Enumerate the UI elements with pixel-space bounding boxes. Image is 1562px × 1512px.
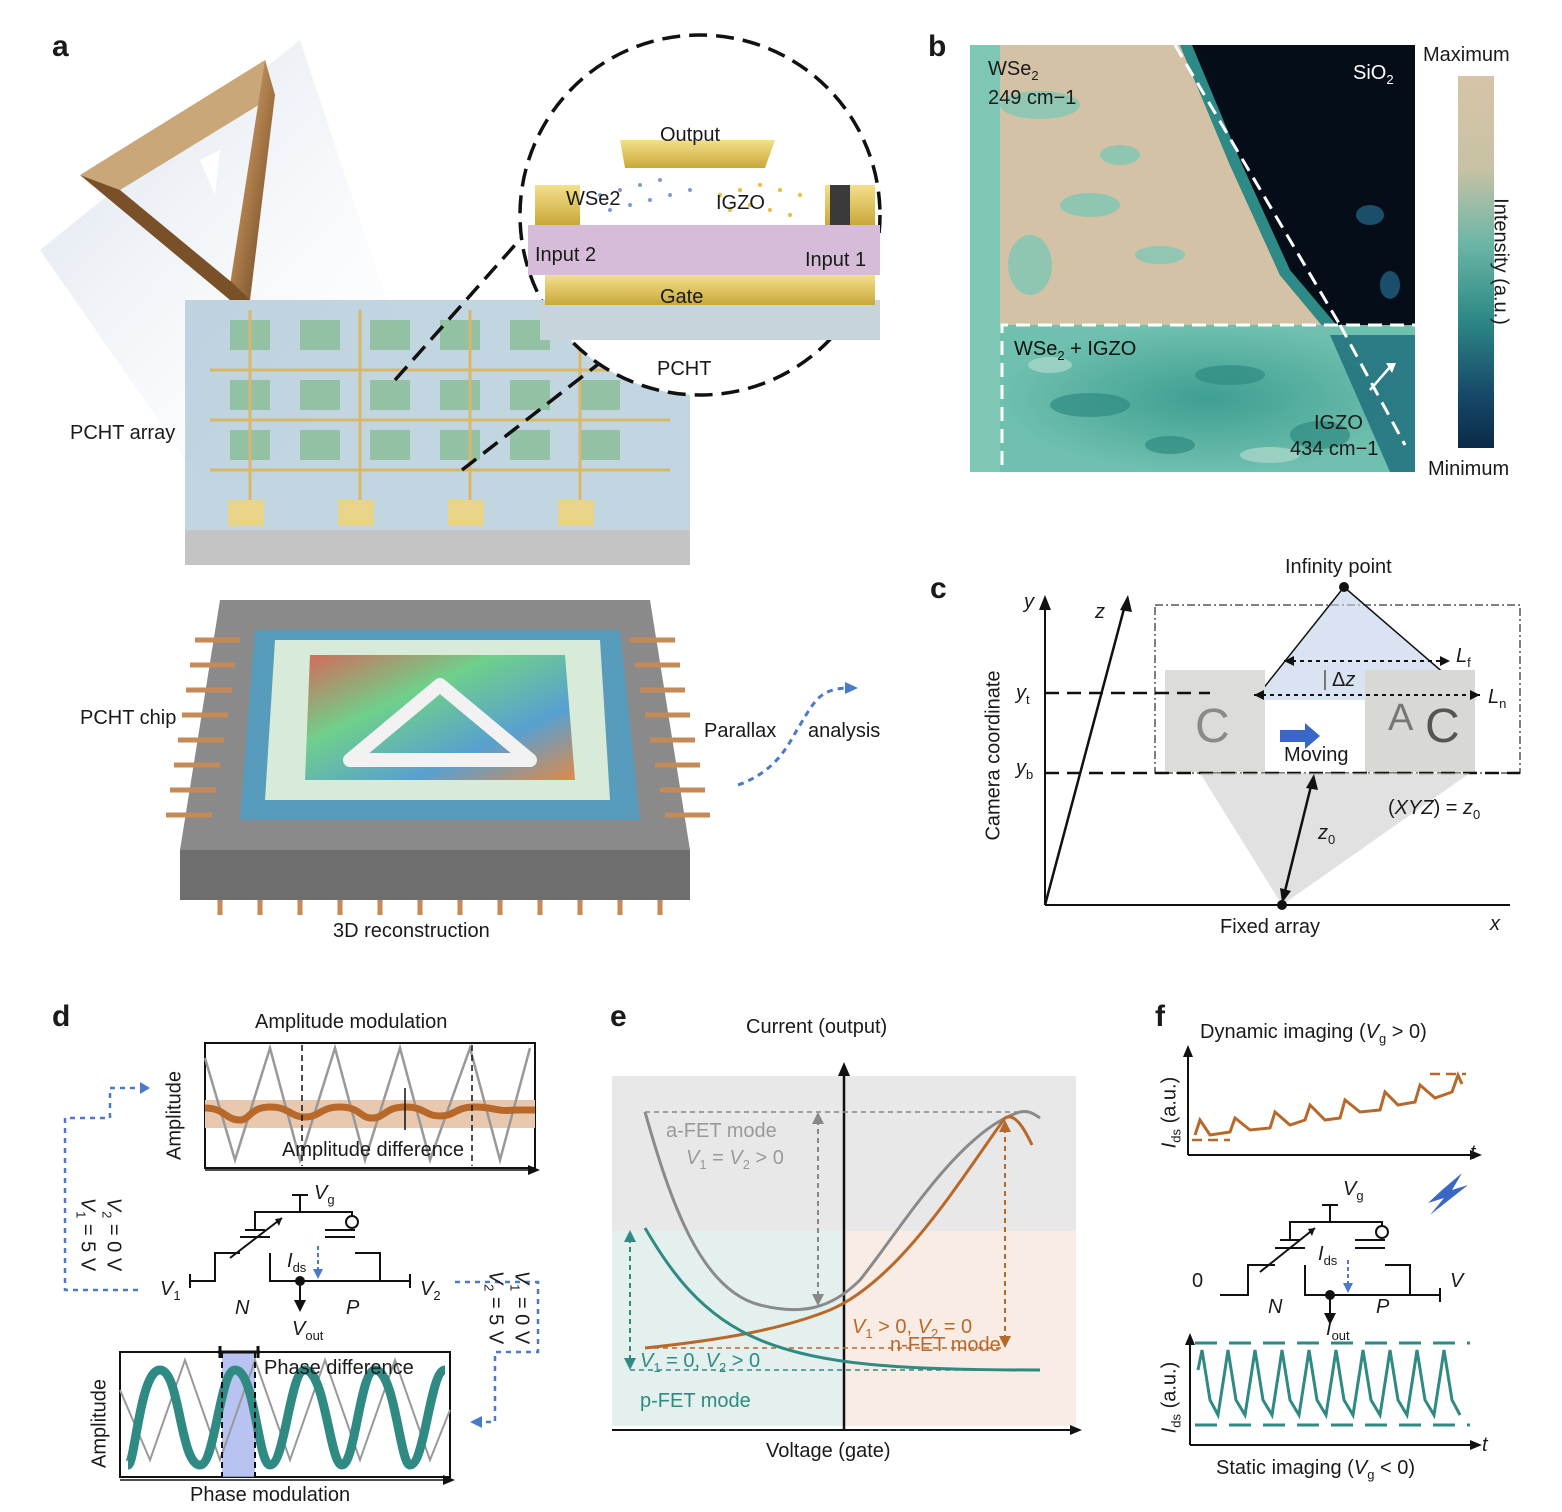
label-output: Output	[660, 124, 721, 146]
label-vout: Vout	[292, 1318, 324, 1343]
parallax-arrow	[737, 686, 846, 787]
label-amplitude-axis: Amplitude	[163, 1071, 186, 1160]
label-pcht: PCHT	[657, 358, 712, 380]
label-v1-0v: V1 = 0 V	[507, 1270, 533, 1345]
raman-map	[970, 45, 1415, 472]
label-v1-d: V1	[160, 1278, 181, 1303]
label-p-f: P	[1376, 1296, 1390, 1318]
label-pfet-condition: V1 = 0, V2 > 0	[640, 1350, 761, 1375]
svg-text:A: A	[1388, 697, 1414, 739]
colorbar-min-label: Minimum	[1428, 458, 1510, 480]
label-pfet-mode: p-FET mode	[640, 1390, 751, 1412]
colorbar	[1458, 76, 1494, 448]
panel-a-illustration	[40, 33, 882, 915]
panel-d-letter: d	[52, 1000, 71, 1033]
panel-c-letter: c	[930, 572, 947, 605]
label-v2-5v: V2 = 5 V	[481, 1270, 507, 1345]
label-dynamic-imaging: Dynamic imaging (Vg > 0)	[1200, 1021, 1427, 1046]
colorbar-title: Intensity (a.u.)	[1489, 198, 1512, 325]
label-zero-f: 0	[1192, 1270, 1204, 1292]
label-amplitude-difference: Amplitude difference	[282, 1139, 464, 1161]
label-v2-d: V2	[420, 1278, 441, 1303]
label-amplitude-modulation: Amplitude modulation	[255, 1011, 448, 1033]
label-analysis: analysis	[808, 720, 881, 742]
pcht-array	[185, 300, 690, 565]
label-phase-difference: Phase difference	[264, 1357, 414, 1379]
panel-d-plots	[63, 1042, 540, 1485]
label-wse2-igzo: WSe2 + IGZO	[1014, 338, 1137, 363]
label-z-axis: z	[1095, 601, 1105, 623]
label-y-axis: y	[1024, 591, 1034, 613]
label-x-axis: x	[1490, 913, 1500, 935]
label-infinity-point: Infinity point	[1285, 556, 1392, 578]
label-ln: Ln	[1488, 686, 1507, 711]
label-v1-5v: V1 = 5 V	[73, 1197, 99, 1272]
label-z0: z0	[1318, 822, 1336, 847]
label-iout: Iout	[1326, 1318, 1350, 1343]
impossible-triangle-icon	[80, 60, 275, 300]
label-igzo-b: IGZO	[1314, 412, 1363, 434]
label-t-bottom: t	[1482, 1434, 1488, 1456]
label-n-f: N	[1268, 1296, 1283, 1318]
svg-text:C: C	[1425, 700, 1460, 753]
label-phase-modulation: Phase modulation	[190, 1484, 351, 1506]
label-yb: yb	[1016, 757, 1034, 782]
label-parallax: Parallax	[704, 720, 777, 742]
label-pcht-array: PCHT array	[70, 422, 176, 444]
label-wse2-a: WSe2	[566, 188, 621, 210]
panel-b-letter: b	[928, 30, 947, 63]
label-lf: Lf	[1456, 645, 1471, 670]
label-xyz: (XYZ) = z0	[1388, 797, 1481, 822]
label-nfet-mode: n-FET mode	[890, 1334, 1001, 1356]
svg-text:C: C	[1195, 700, 1230, 753]
label-vg-d: Vg	[314, 1182, 335, 1207]
label-wse2-b: WSe2 249 cm−1	[988, 58, 1077, 109]
panel-e-plot	[612, 1062, 1082, 1435]
label-afet-mode: a-FET mode	[666, 1120, 777, 1142]
label-static-imaging: Static imaging (Vg < 0)	[1216, 1457, 1415, 1482]
label-voltage-gate: Voltage (gate)	[766, 1440, 891, 1462]
panel-f-plots	[1183, 1045, 1482, 1450]
label-ids-f: Ids	[1318, 1243, 1338, 1268]
label-p-d: P	[346, 1297, 360, 1319]
pcht-zoom-circle	[518, 33, 882, 397]
label-amplitude-axis-2: Amplitude	[88, 1379, 111, 1468]
label-t-top: t	[1470, 1142, 1476, 1164]
label-delta-z: Δz	[1332, 669, 1356, 691]
label-camera-coordinate: Camera coordinate	[982, 670, 1005, 841]
label-yt: yt	[1016, 682, 1030, 707]
label-current-output: Current (output)	[746, 1016, 888, 1038]
label-gate: Gate	[660, 286, 704, 308]
label-ids-axis-f-bottom: Ids (a.u.)	[1158, 1361, 1184, 1434]
panel-e-letter: e	[610, 1000, 627, 1033]
label-igzo-wavenumber: 434 cm−1	[1290, 438, 1379, 460]
label-fixed-array: Fixed array	[1220, 916, 1321, 938]
label-pcht-chip: PCHT chip	[80, 707, 177, 729]
label-input1: Input 1	[805, 249, 867, 271]
label-nfet-condition: V1 > 0, V2 = 0	[852, 1316, 973, 1341]
colorbar-max-label: Maximum	[1423, 44, 1510, 66]
label-vg-f: Vg	[1343, 1178, 1364, 1203]
label-afet-condition: V1 = V2 > 0	[686, 1147, 784, 1172]
label-ids-axis-f-top: Ids (a.u.)	[1158, 1076, 1184, 1149]
label-v2-0v: V2 = 0 V	[99, 1197, 125, 1272]
label-igzo-a: IGZO	[716, 192, 765, 214]
label-input2: Input 2	[535, 244, 597, 266]
camera-coordinate-diagram: C C A	[1039, 582, 1521, 910]
label-sio2: SiO2	[1353, 62, 1394, 87]
label-3d-reconstruction: 3D reconstruction	[333, 920, 490, 942]
label-v-f: V	[1450, 1270, 1464, 1292]
panel-f-letter: f	[1155, 1000, 1165, 1033]
label-n-d: N	[235, 1297, 250, 1319]
pcht-chip-package	[166, 600, 710, 915]
label-ids-d: Ids	[287, 1250, 307, 1275]
panel-a-letter: a	[52, 30, 69, 63]
label-moving: Moving	[1284, 744, 1349, 766]
